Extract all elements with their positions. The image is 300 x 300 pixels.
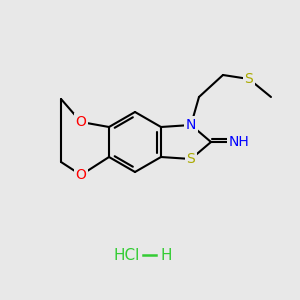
Text: O: O [76, 115, 86, 129]
Text: H: H [160, 248, 172, 262]
Text: N: N [186, 118, 196, 132]
Text: S: S [187, 152, 195, 166]
Text: HCl: HCl [114, 248, 140, 262]
Text: O: O [76, 168, 86, 182]
Text: S: S [244, 72, 253, 86]
Text: NH: NH [229, 135, 249, 149]
